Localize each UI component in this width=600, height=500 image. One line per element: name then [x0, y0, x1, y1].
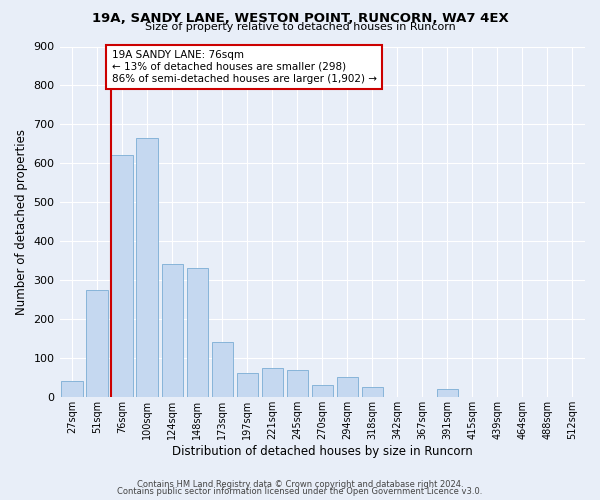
Bar [362, 387, 383, 397]
Bar [187, 268, 208, 397]
Bar [236, 374, 258, 397]
Text: Contains HM Land Registry data © Crown copyright and database right 2024.: Contains HM Land Registry data © Crown c… [137, 480, 463, 489]
Text: Size of property relative to detached houses in Runcorn: Size of property relative to detached ho… [145, 22, 455, 32]
Bar [136, 138, 158, 397]
Bar [212, 342, 233, 397]
Bar [161, 264, 183, 397]
Bar [287, 370, 308, 397]
Bar [437, 389, 458, 397]
Text: 19A, SANDY LANE, WESTON POINT, RUNCORN, WA7 4EX: 19A, SANDY LANE, WESTON POINT, RUNCORN, … [92, 12, 508, 26]
Bar [112, 156, 133, 397]
Bar [337, 378, 358, 397]
Bar [262, 368, 283, 397]
Bar [311, 385, 333, 397]
Text: Contains public sector information licensed under the Open Government Licence v3: Contains public sector information licen… [118, 487, 482, 496]
Y-axis label: Number of detached properties: Number of detached properties [15, 128, 28, 314]
Text: 19A SANDY LANE: 76sqm
← 13% of detached houses are smaller (298)
86% of semi-det: 19A SANDY LANE: 76sqm ← 13% of detached … [112, 50, 377, 84]
Bar [86, 290, 108, 397]
X-axis label: Distribution of detached houses by size in Runcorn: Distribution of detached houses by size … [172, 444, 473, 458]
Bar [61, 381, 83, 397]
